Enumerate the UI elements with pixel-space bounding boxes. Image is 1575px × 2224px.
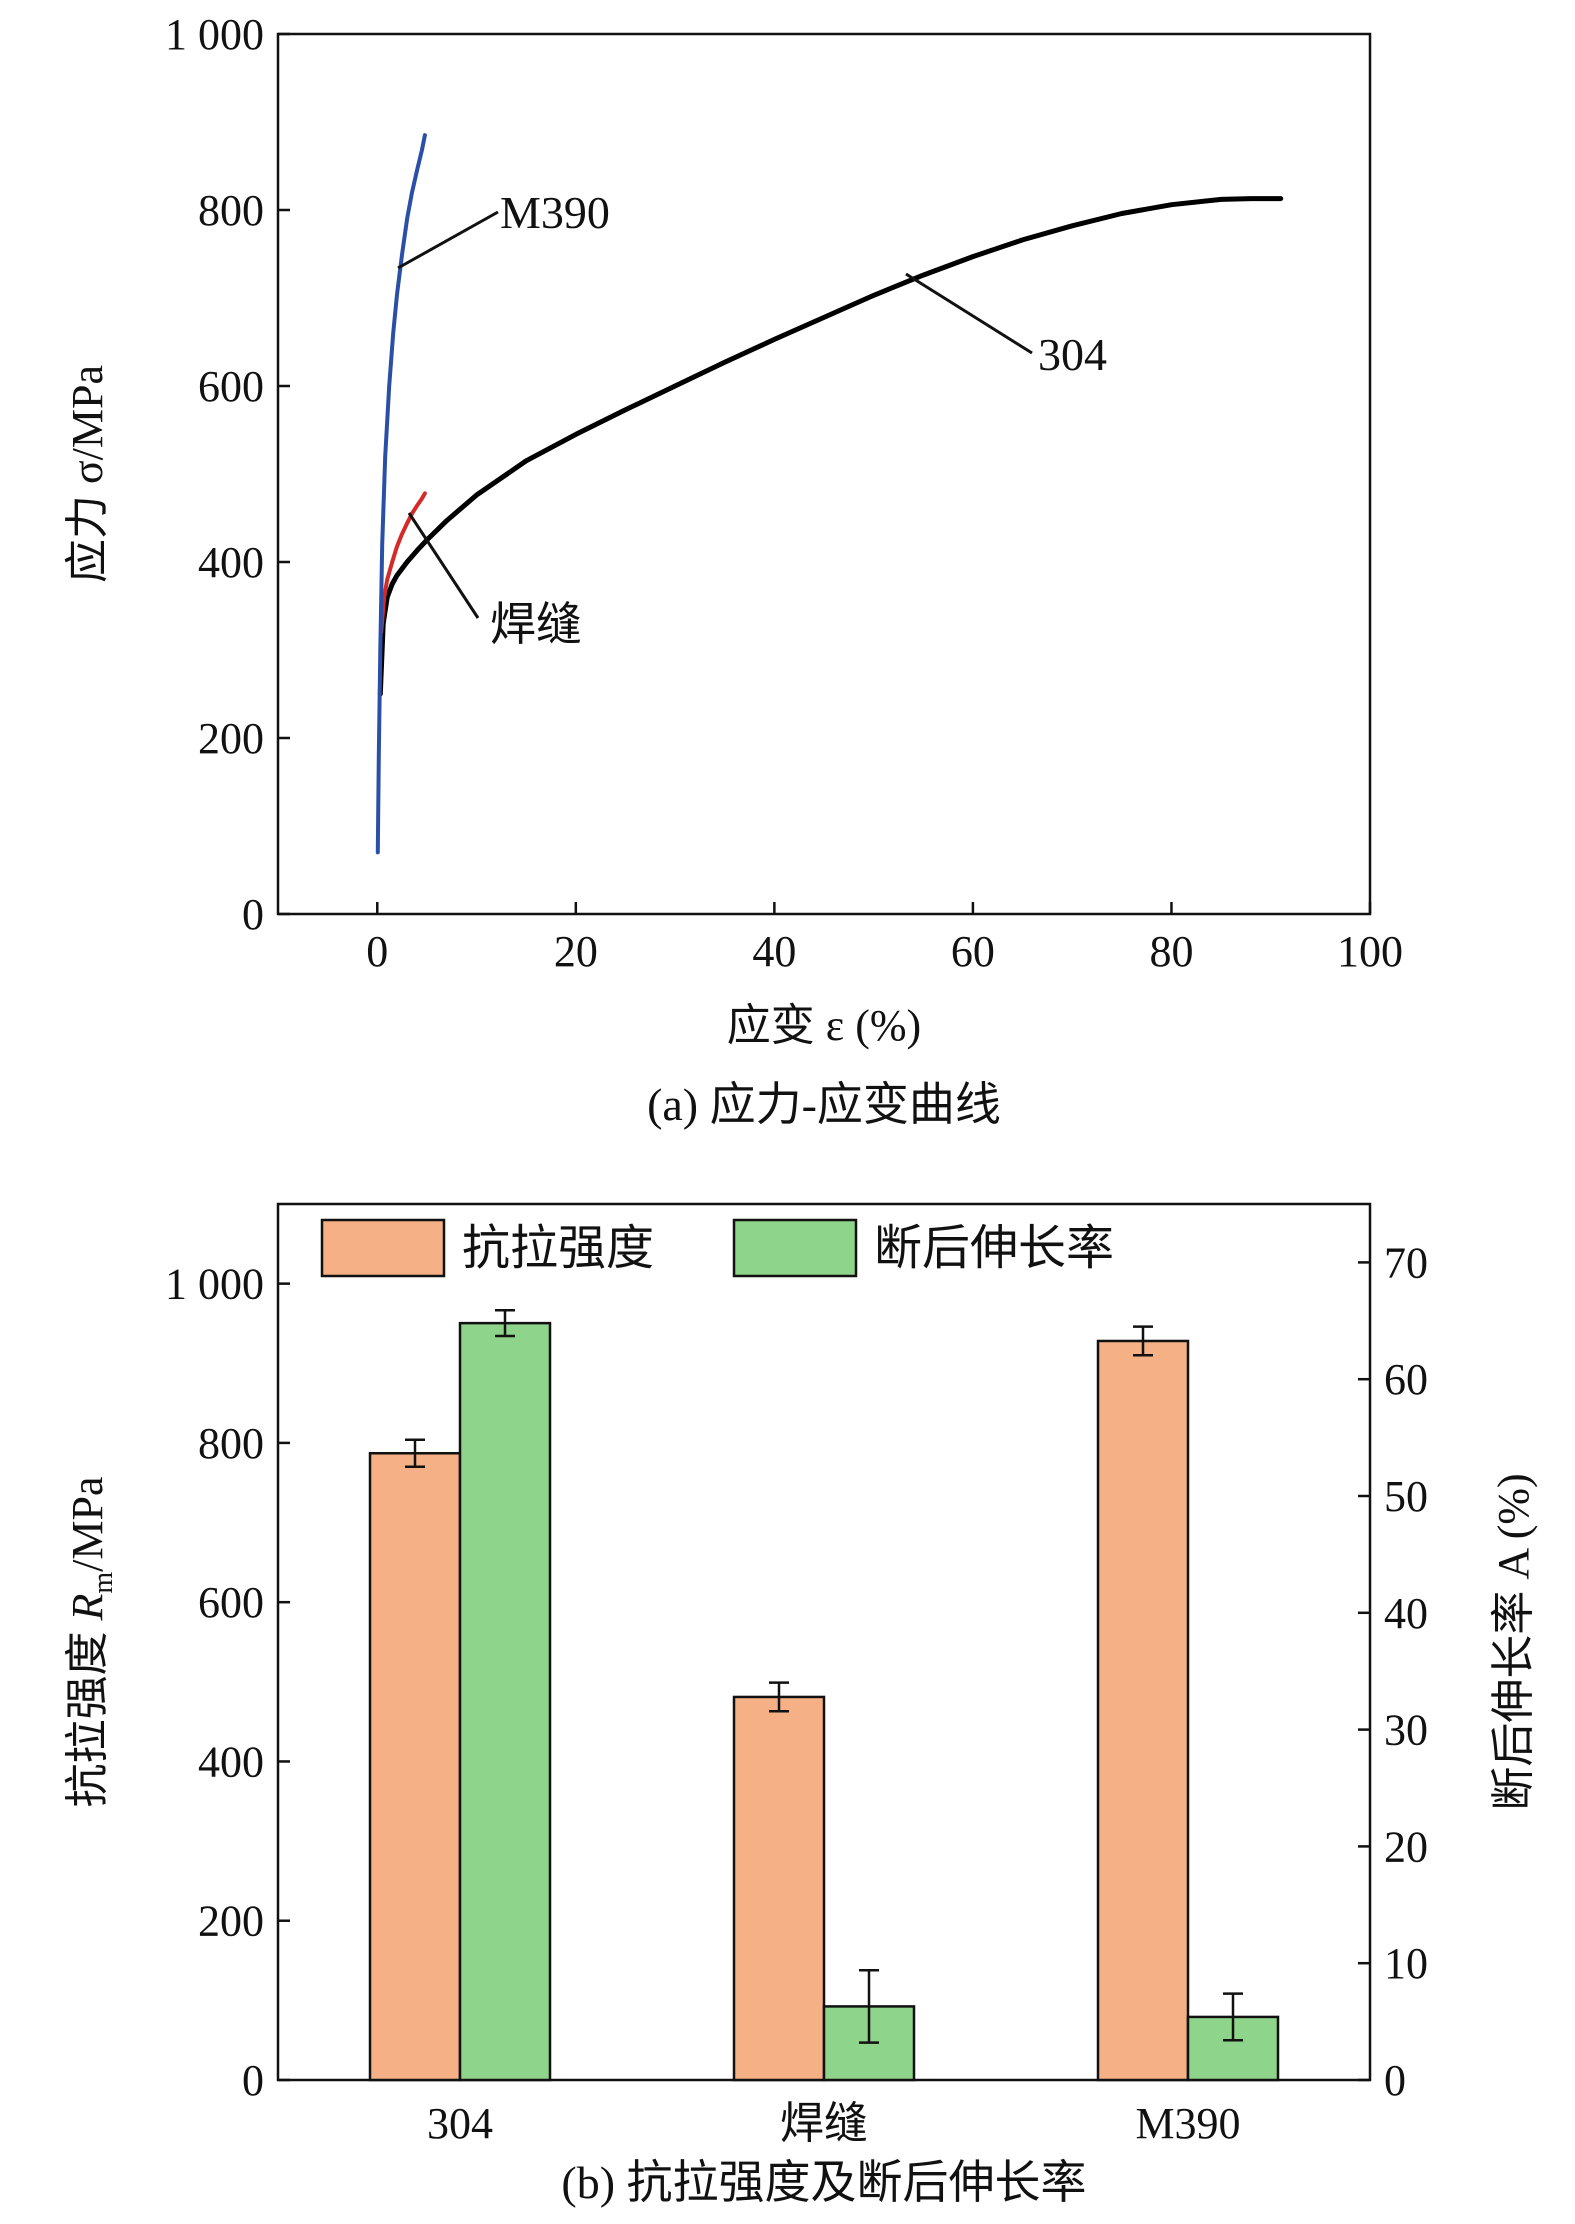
y-tick-label: 0	[242, 890, 264, 939]
x-tick-label: 40	[752, 927, 796, 976]
x-tick-label: 20	[554, 927, 598, 976]
series-line-304	[377, 196, 1284, 697]
y-right-tick-label: 20	[1384, 1822, 1428, 1871]
x-tick-label: 焊缝	[780, 2099, 868, 2148]
series-line-weld	[379, 491, 427, 635]
x-tick-label: 60	[951, 927, 995, 976]
legend-swatch-strength	[320, 1218, 446, 1278]
y-axis-title-right: 断后伸长率 A (%)	[1489, 1473, 1538, 1810]
x-tick-label: 0	[366, 927, 388, 976]
bar-strength	[1096, 1339, 1190, 2082]
bar-strength	[732, 1695, 826, 2082]
legend-label-strength: 抗拉强度	[462, 1222, 654, 1275]
y-tick-label: 1 000	[165, 10, 264, 59]
x-tick-label: 80	[1149, 927, 1193, 976]
legend-swatch-elongation	[732, 1218, 858, 1278]
y-right-tick-label: 40	[1384, 1589, 1428, 1638]
y-right-tick-label: 0	[1384, 2056, 1406, 2105]
strength-elongation-chart: 0 200 400 600 800 1 000 0 10 20 30 40 50 60 70 304 焊缝 M3…	[63, 1202, 1538, 2208]
bar-strength	[368, 1452, 462, 2082]
y-left-tick-label: 1 000	[165, 1260, 264, 1309]
y-left-tick-label: 200	[198, 1897, 264, 1946]
chart-b-caption: (b) 抗拉强度及断后伸长率	[561, 2157, 1086, 2208]
y-tick-label: 800	[198, 186, 264, 235]
y-left-tick-label: 400	[198, 1737, 264, 1786]
y-tick-label: 600	[198, 362, 264, 411]
y-right-tick-label: 10	[1384, 1939, 1428, 1988]
chart-a-caption: (a) 应力-应变曲线	[647, 1079, 1001, 1130]
legend: 抗拉强度 断后伸长率	[320, 1218, 1114, 1278]
x-tick-label: 304	[427, 2099, 493, 2148]
x-axis-title: 应变 ε (%)	[727, 1001, 921, 1050]
y-tick-label: 400	[198, 538, 264, 587]
bars-group	[368, 1309, 1280, 2082]
bar-elongation	[458, 1321, 552, 2082]
y-left-tick-label: 600	[198, 1578, 264, 1627]
y-axis-title-left: 抗拉强度 Rm/MPa	[63, 1476, 119, 1807]
annotation-m390: M390	[500, 187, 610, 238]
y-left-tick-label: 0	[242, 2056, 264, 2105]
y-right-tick-label: 60	[1384, 1355, 1428, 1404]
y-axis-title: 应力 σ/MPa	[63, 365, 112, 583]
y-left-tick-label: 800	[198, 1419, 264, 1468]
x-tick-label: M390	[1135, 2099, 1240, 2148]
annotation-leader-304	[905, 272, 1033, 355]
annotation-leader-m390	[397, 210, 499, 270]
y-tick-label: 200	[198, 714, 264, 763]
x-tick-label: 100	[1337, 927, 1403, 976]
annotation-304: 304	[1038, 329, 1107, 380]
series-group	[375, 133, 1284, 855]
annotation-leader-weld	[407, 512, 480, 619]
plot-frame	[276, 32, 1372, 916]
series-line-m390	[375, 133, 427, 855]
annotation-weld: 焊缝	[490, 599, 582, 650]
axis-ticks: 0 200 400 600 800 1 000 0 10 20 30 40 50 60 70 304 焊缝 M3…	[165, 1238, 1428, 2148]
y-right-tick-label: 50	[1384, 1472, 1428, 1521]
legend-label-elongation: 断后伸长率	[874, 1222, 1114, 1275]
y-right-tick-label: 70	[1384, 1238, 1428, 1287]
y-right-tick-label: 30	[1384, 1706, 1428, 1755]
